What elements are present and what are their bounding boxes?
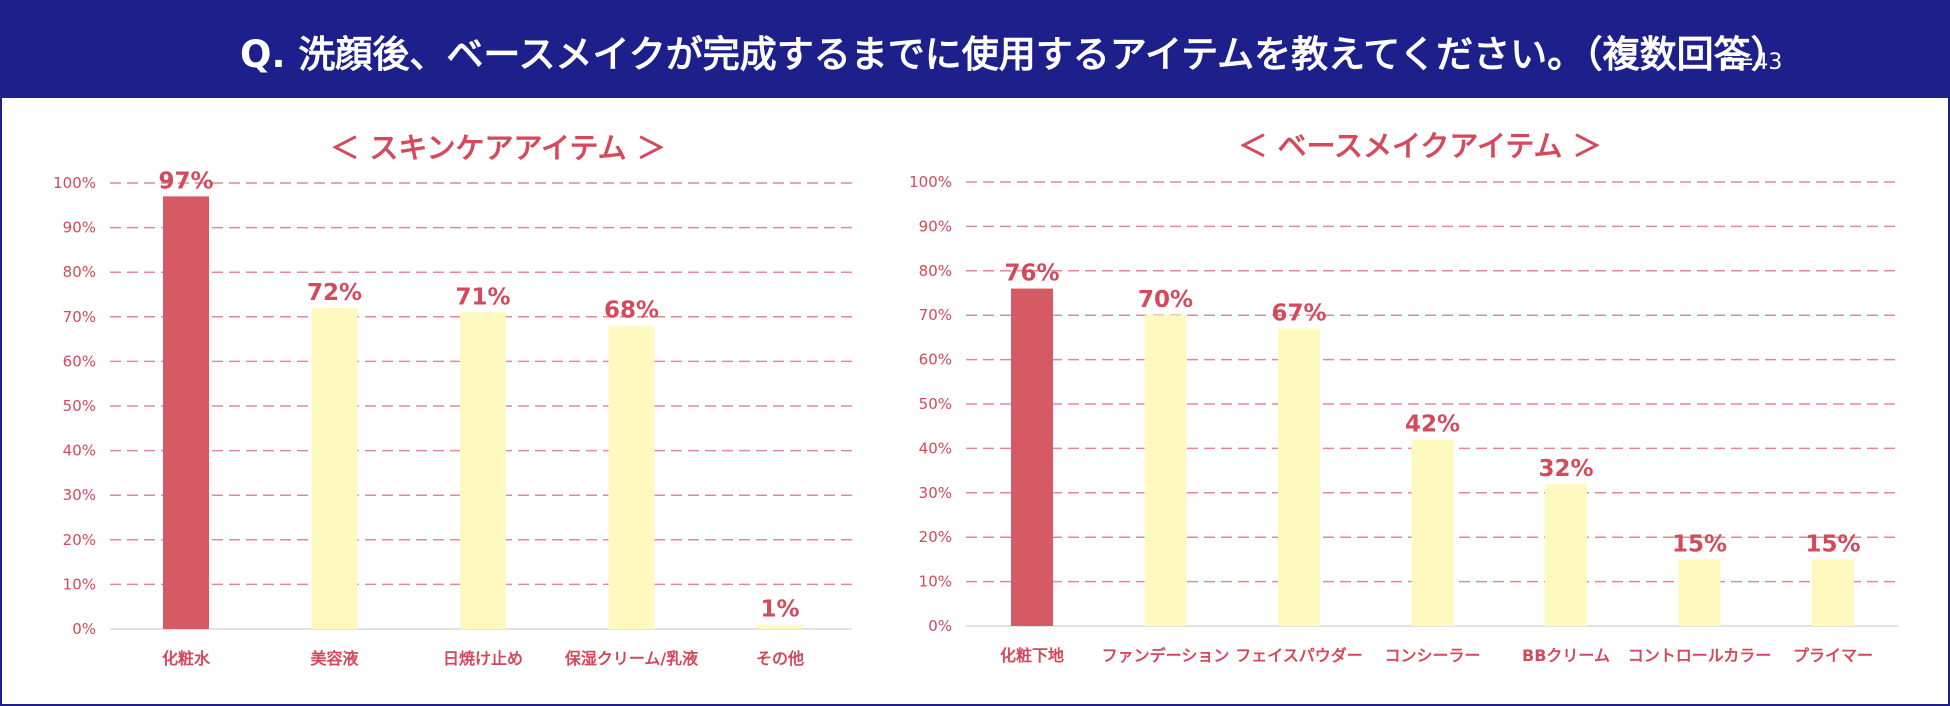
- bar: [608, 325, 655, 629]
- x-tick-label: 美容液: [310, 649, 359, 668]
- y-tick-label: 50%: [919, 395, 952, 413]
- bar: [1011, 288, 1053, 626]
- chart-title: ＜ スキンケアアイテム ＞: [330, 131, 665, 165]
- data-label: 67%: [1271, 301, 1326, 327]
- y-tick-label: 40%: [63, 442, 96, 460]
- bar: [1411, 439, 1454, 626]
- data-label: 97%: [158, 168, 213, 194]
- y-tick-label: 10%: [919, 573, 952, 591]
- bar: [311, 307, 358, 629]
- data-label: 71%: [455, 284, 510, 310]
- data-label: 76%: [1004, 261, 1059, 287]
- bar: [1144, 315, 1187, 626]
- y-tick-label: 70%: [63, 308, 96, 326]
- x-tick-label: BBクリーム: [1522, 646, 1610, 665]
- y-tick-label: 20%: [919, 528, 952, 546]
- y-tick-label: 70%: [919, 306, 952, 324]
- bar: [1812, 559, 1854, 626]
- chart-title: ＜ ベースメイクアイテム ＞: [1238, 129, 1601, 163]
- y-tick-label: 60%: [63, 352, 96, 370]
- data-label: 1%: [760, 597, 799, 623]
- x-tick-label: その他: [756, 649, 804, 668]
- y-tick-label: 100%: [53, 174, 96, 192]
- chart-1: ＜ スキンケアアイテム ＞ 0% 10% 20% 30% 40% 50% 60% 70% 80% 9…: [53, 131, 852, 668]
- bar: [1678, 559, 1721, 626]
- y-tick-label: 30%: [919, 484, 952, 502]
- x-tick-label: コンシーラー: [1384, 646, 1480, 665]
- y-tick-label: 50%: [63, 397, 96, 415]
- data-label: 68%: [604, 298, 659, 324]
- y-tick-label: 40%: [919, 439, 952, 457]
- bar: [1278, 328, 1320, 626]
- data-label: 42%: [1405, 412, 1460, 438]
- y-tick-label: 10%: [63, 575, 96, 593]
- x-tick-label: 日焼け止め: [443, 649, 523, 668]
- sample-size: n=43: [1722, 50, 1783, 75]
- bar: [757, 624, 803, 629]
- y-tick-label: 0%: [72, 620, 96, 638]
- x-tick-label: フェイスパウダー: [1235, 646, 1363, 665]
- x-tick-label: プライマー: [1793, 646, 1873, 665]
- chart-2: ＜ ベースメイクアイテム ＞ 0% 10% 20% 30% 40% 50% 60% 70% 80%…: [909, 129, 1898, 665]
- y-tick-label: 100%: [909, 173, 952, 191]
- header-bar: Q. 洗顔後、ベースメイクが完成するまでに使用するアイテムを教えてください。（複…: [0, 0, 1950, 98]
- x-tick-label: ファンデーション: [1102, 646, 1230, 665]
- bar: [1545, 483, 1587, 626]
- data-label: 15%: [1672, 531, 1727, 557]
- y-tick-label: 90%: [63, 219, 96, 237]
- y-tick-label: 30%: [63, 486, 96, 504]
- x-tick-label: コントロールカラー: [1628, 646, 1772, 665]
- bar: [460, 312, 506, 629]
- x-tick-label: 保湿クリーム/乳液: [564, 649, 699, 668]
- y-tick-label: 60%: [919, 351, 952, 369]
- data-label: 72%: [307, 280, 362, 306]
- question-title: Q. 洗顔後、ベースメイクが完成するまでに使用するアイテムを教えてください。（複…: [240, 33, 1788, 76]
- bar: [163, 196, 209, 629]
- data-label: 15%: [1805, 531, 1860, 557]
- y-tick-label: 80%: [919, 262, 952, 280]
- y-tick-label: 0%: [928, 617, 952, 635]
- y-tick-label: 20%: [63, 531, 96, 549]
- data-label: 32%: [1538, 456, 1593, 482]
- y-tick-label: 90%: [919, 217, 952, 235]
- x-tick-label: 化粧下地: [1000, 646, 1064, 665]
- y-tick-label: 80%: [63, 263, 96, 281]
- x-tick-label: 化粧水: [162, 649, 211, 668]
- data-label: 70%: [1138, 287, 1193, 313]
